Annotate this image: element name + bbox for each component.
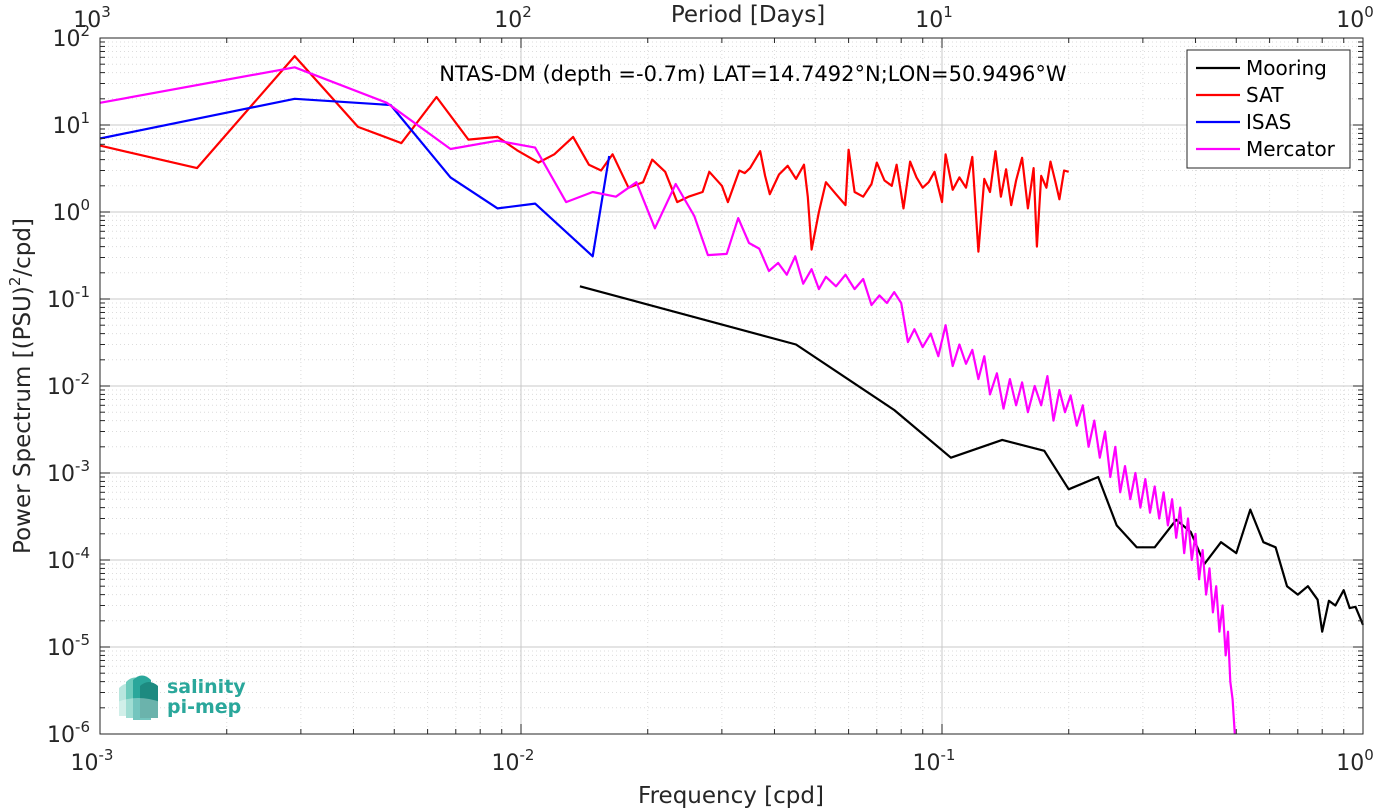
y-tick-label-base: 10	[47, 723, 75, 748]
y-tick-label-exponent: -6	[75, 718, 90, 736]
x-tick-label: 10-2	[492, 746, 535, 776]
series-line-mooring	[579, 285, 1365, 633]
y-axis-label-exponent: 2	[6, 277, 24, 287]
y-tick-label: 10-1	[47, 283, 90, 313]
y-axis-label-main: Power Spectrum [(PSU)	[10, 286, 36, 554]
y-axis-label: Power Spectrum [(PSU)2/cpd]	[6, 218, 36, 554]
y-tick-label-exponent: -1	[75, 283, 90, 301]
y-tick-label: 10-3	[47, 457, 90, 487]
y-tick-label-base: 10	[47, 636, 75, 661]
x-tick-label-exponent: -2	[520, 746, 535, 764]
series-line-mercator	[99, 66, 1236, 735]
x2-tick-label-base: 10	[915, 8, 943, 33]
x2-axis-label: Period [Days]	[671, 2, 825, 28]
x-tick-label-exponent: -1	[941, 746, 956, 764]
x2-tick-label: 102	[494, 3, 532, 33]
y-tick-label-exponent: 2	[80, 22, 90, 40]
legend-label-isas: ISAS	[1246, 110, 1291, 134]
x-tick-label-exponent: -3	[99, 746, 114, 764]
y-tick-label: 101	[52, 109, 90, 139]
x2-tick-label: 101	[915, 3, 953, 33]
x-tick-label-base: 10	[492, 751, 520, 776]
series-line-sat	[99, 55, 1069, 253]
legend-label-mercator: Mercator	[1246, 137, 1336, 161]
x2-tick-label-exponent: 1	[943, 3, 953, 21]
y-tick-label: 10-6	[47, 718, 90, 748]
x-tick-label: 10-3	[71, 746, 114, 776]
y-tick-label: 10-2	[47, 370, 90, 400]
x-tick-label-base: 10	[71, 751, 99, 776]
y-tick-label: 102	[52, 22, 90, 52]
series-group	[99, 55, 1365, 735]
x-axis-label: Frequency [cpd]	[638, 783, 824, 809]
y-tick-label-exponent: -4	[75, 544, 90, 562]
legend-label-sat: SAT	[1246, 83, 1284, 107]
x2-tick-label-base: 10	[73, 8, 101, 33]
y-axis-label-unit: /cpd]	[10, 218, 36, 277]
y-tick-label-exponent: -5	[75, 631, 90, 649]
y-tick-label-base: 10	[47, 375, 75, 400]
tick-marks	[99, 37, 1364, 735]
logo-text-line1: salinity	[167, 676, 246, 698]
y-tick-label: 10-5	[47, 631, 90, 661]
chart-title: NTAS-DM (depth =-0.7m) LAT=14.7492°N;LON…	[439, 62, 1067, 86]
x-tick-label-base: 10	[913, 751, 941, 776]
y-tick-label: 10-4	[47, 544, 90, 574]
legend-items: Mooring SAT ISAS Mercator	[1196, 56, 1336, 161]
logo-text-line2: pi-mep	[167, 696, 241, 718]
y-tick-label-base: 10	[47, 549, 75, 574]
y-tick-label-exponent: 0	[80, 196, 90, 214]
x-tick-label-exponent: 0	[1364, 746, 1374, 764]
salinity-pi-mep-logo: salinity pi-mep	[117, 675, 246, 720]
y-tick-label-base: 10	[47, 288, 75, 313]
logo-waves-icon	[117, 675, 160, 720]
legend-label-mooring: Mooring	[1246, 56, 1327, 80]
y-tick-label-base: 10	[52, 114, 80, 139]
x2-tick-label-base: 10	[1336, 8, 1364, 33]
x-tick-label-base: 10	[1336, 751, 1364, 776]
x-tick-label: 100	[1336, 746, 1374, 776]
y-tick-label-exponent: -3	[75, 457, 90, 475]
x2-tick-label-base: 10	[494, 8, 522, 33]
y-tick-label: 100	[52, 196, 90, 226]
x-tick-label: 10-1	[913, 746, 956, 776]
x2-tick-label-exponent: 0	[1364, 3, 1374, 21]
y-tick-label-base: 10	[52, 201, 80, 226]
x2-tick-label-exponent: 3	[101, 3, 111, 21]
x2-tick-label: 100	[1336, 3, 1374, 33]
y-tick-label-exponent: 1	[80, 109, 90, 127]
x2-tick-label-exponent: 2	[522, 3, 532, 21]
legend: Mooring SAT ISAS Mercator	[1186, 49, 1351, 169]
y-tick-label-base: 10	[47, 462, 75, 487]
x2-tick-label: 103	[73, 3, 111, 33]
y-tick-label-exponent: -2	[75, 370, 90, 388]
series-line-isas	[99, 97, 611, 258]
y-tick-label-base: 10	[52, 27, 80, 52]
